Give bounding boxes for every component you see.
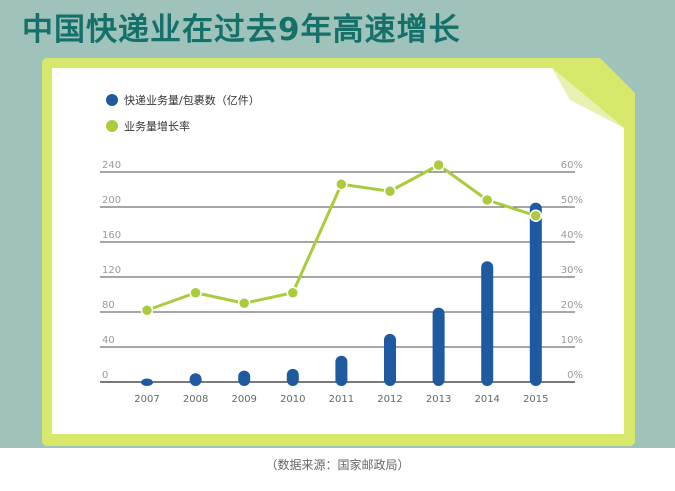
y-left-tick-label: 240 — [102, 160, 121, 171]
x-tick-label: 2015 — [523, 394, 548, 405]
growth-rate-point — [480, 193, 494, 207]
bars — [141, 202, 542, 386]
bar-package-volume — [335, 355, 348, 386]
bar-package-volume — [481, 261, 494, 386]
page-title: 中国快递业在过去9年高速增长 — [22, 12, 461, 48]
growth-rate-point — [140, 304, 154, 317]
legend-label-bar: 快递业务量/包裹数（亿件） — [124, 93, 260, 107]
legend-swatch-bar — [106, 94, 118, 106]
growth-rate-point — [432, 158, 445, 172]
legend-label-line: 业务量增长率 — [124, 119, 190, 133]
bar-package-volume — [141, 378, 153, 386]
y-left-tick-label: 40 — [102, 335, 115, 346]
y-right-tick-label: 60% — [561, 160, 583, 171]
y-right-tick-label: 10% — [561, 335, 583, 346]
grid — [100, 171, 575, 383]
growth-rate-point — [286, 286, 300, 299]
growth-rate-point — [189, 286, 202, 299]
y-left-tick-label: 160 — [102, 230, 121, 241]
y-right-tick-label: 20% — [561, 300, 583, 311]
bar-package-volume — [189, 373, 202, 386]
bar-package-volume — [529, 202, 542, 386]
growth-line — [140, 158, 543, 317]
x-tick-label: 2013 — [426, 394, 451, 405]
growth-rate-point — [529, 209, 543, 222]
x-tick-label: 2014 — [474, 394, 499, 405]
y-left-tick-label: 0 — [102, 370, 108, 381]
growth-rate-point — [335, 178, 348, 191]
x-tick-label: 2010 — [280, 394, 305, 405]
x-tick-label: 2008 — [183, 394, 208, 405]
card-fold — [552, 68, 624, 128]
bar-package-volume — [286, 368, 299, 386]
x-tick-label: 2009 — [231, 394, 256, 405]
axes: 0 0% 40 10% 80 20% 120 30% 160 40% 200 50% 240 60% 200… — [102, 160, 583, 405]
data-source-note: （数据来源：国家邮政局） — [265, 458, 410, 472]
legend-swatch-line — [106, 120, 118, 132]
y-left-tick-label: 120 — [102, 265, 121, 276]
y-left-tick-label: 80 — [102, 300, 115, 311]
y-right-tick-label: 30% — [561, 265, 583, 276]
growth-rate-point — [383, 185, 397, 198]
x-tick-label: 2011 — [329, 394, 354, 405]
y-left-tick-label: 200 — [102, 195, 121, 206]
bar-package-volume — [384, 333, 396, 386]
growth-rate-point — [237, 297, 251, 310]
bar-package-volume — [432, 307, 445, 386]
bar-package-volume — [238, 370, 251, 386]
x-tick-label: 2012 — [377, 394, 402, 405]
legend: 快递业务量/包裹数（亿件） 业务量增长率 — [106, 93, 260, 133]
x-tick-label: 2007 — [134, 394, 159, 405]
y-right-tick-label: 0% — [567, 370, 583, 381]
card-face — [52, 68, 624, 434]
y-right-tick-label: 50% — [561, 195, 583, 206]
y-right-tick-label: 40% — [561, 230, 583, 241]
